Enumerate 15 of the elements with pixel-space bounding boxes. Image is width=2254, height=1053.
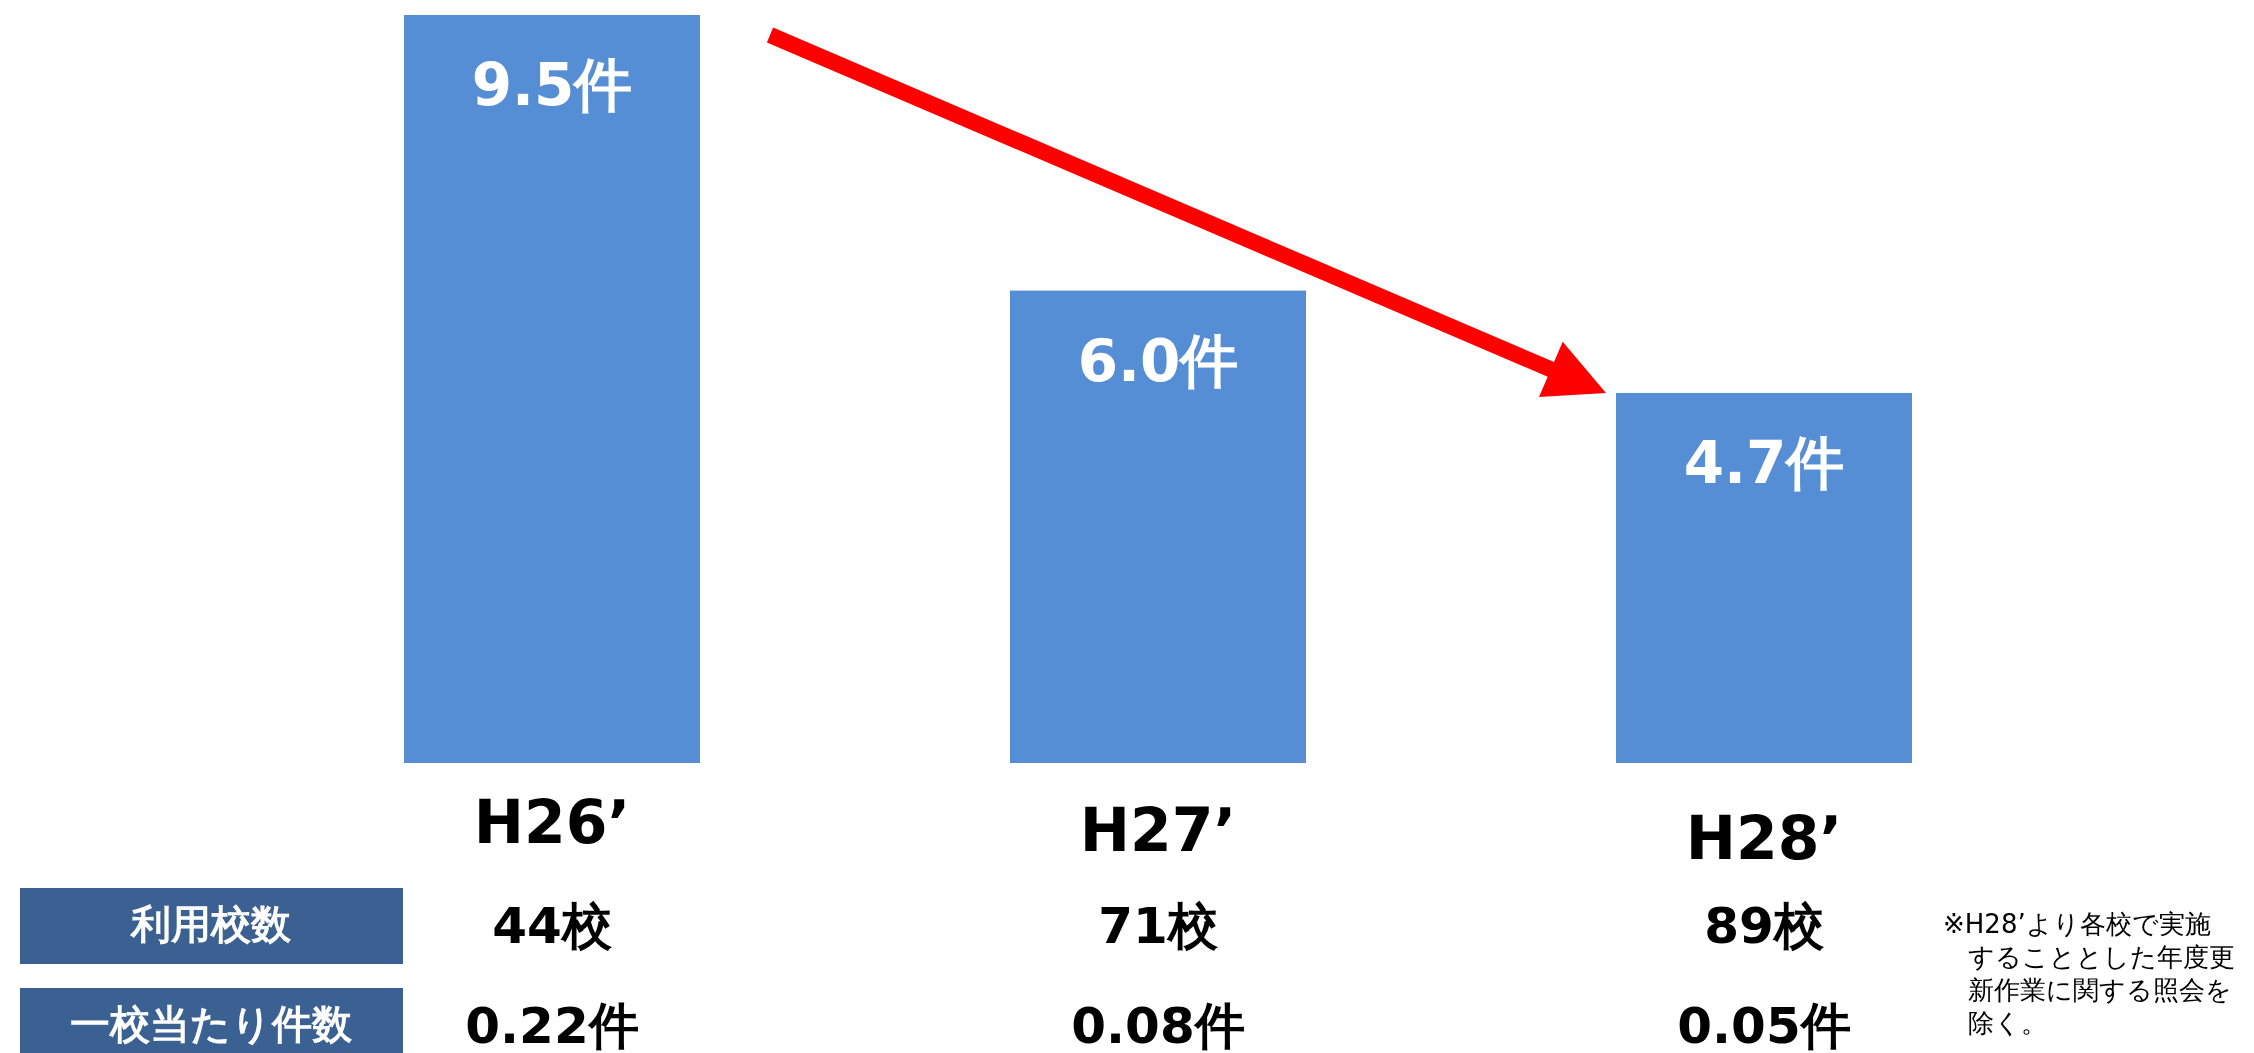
data-label: 9.5件 xyxy=(471,51,633,119)
text: 0.08件 xyxy=(1071,997,1245,1053)
text: ※H28’より各校で実施することとした年度更新作業に関する照会を除く。 xyxy=(1943,909,2235,1038)
data-label: 6.0件 xyxy=(1077,326,1239,395)
text: 71校 xyxy=(1098,897,1219,955)
x-tick-label: H26’ xyxy=(473,787,631,857)
x-tick-label: H27’ xyxy=(1079,795,1237,865)
text: 89校 xyxy=(1704,897,1825,955)
text: 一校当たり件数 xyxy=(70,1001,353,1047)
text: 0.05件 xyxy=(1677,997,1851,1053)
text: 44校 xyxy=(492,897,613,955)
text: 0.22件 xyxy=(465,997,639,1053)
text: 利用校数 xyxy=(129,901,292,947)
x-tick-label: H28’ xyxy=(1685,803,1843,873)
data-label: 4.7件 xyxy=(1683,428,1845,497)
